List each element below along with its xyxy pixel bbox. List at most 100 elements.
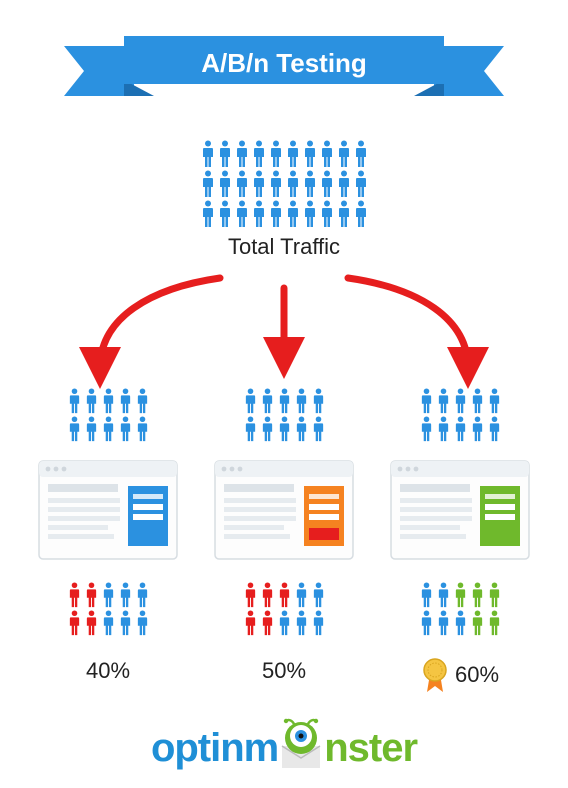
person-icon <box>454 582 467 608</box>
variant-result-people <box>420 582 501 636</box>
arrows-svg <box>30 268 538 398</box>
variant-B: 50% <box>206 388 362 692</box>
people-row <box>68 610 149 636</box>
person-icon <box>244 582 257 608</box>
person-icon <box>312 416 325 442</box>
person-icon <box>244 610 257 636</box>
people-row <box>244 582 325 608</box>
person-icon <box>354 200 368 228</box>
logo-left-text: optinm <box>151 726 278 771</box>
person-icon <box>68 582 81 608</box>
person-icon <box>354 170 368 198</box>
people-row <box>68 416 149 442</box>
person-icon <box>488 416 501 442</box>
person-icon <box>312 582 325 608</box>
total-traffic-label: Total Traffic <box>228 234 340 260</box>
variant-result-people <box>244 582 325 636</box>
person-icon <box>119 582 132 608</box>
person-icon <box>437 582 450 608</box>
split-arrows <box>30 268 538 388</box>
person-icon <box>320 170 334 198</box>
person-icon <box>437 416 450 442</box>
person-icon <box>136 416 149 442</box>
people-row <box>201 170 368 198</box>
person-icon <box>235 140 249 168</box>
person-icon <box>437 610 450 636</box>
person-icon <box>201 200 215 228</box>
person-icon <box>102 582 115 608</box>
person-icon <box>119 416 132 442</box>
people-row <box>244 610 325 636</box>
person-icon <box>420 582 433 608</box>
browser-mockup <box>38 460 178 560</box>
person-icon <box>68 416 81 442</box>
person-icon <box>471 610 484 636</box>
person-icon <box>85 610 98 636</box>
person-icon <box>201 140 215 168</box>
variant-result-people <box>68 582 149 636</box>
person-icon <box>286 140 300 168</box>
total-traffic-people <box>201 140 368 228</box>
people-row <box>244 416 325 442</box>
person-icon <box>235 170 249 198</box>
variant-result-row: 60% <box>421 658 499 692</box>
person-icon <box>454 416 467 442</box>
person-icon <box>269 170 283 198</box>
variant-percent: 60% <box>455 662 499 688</box>
person-icon <box>201 170 215 198</box>
variant-percent: 40% <box>86 658 130 684</box>
browser-mockup <box>214 460 354 560</box>
people-row <box>201 140 368 168</box>
person-icon <box>295 416 308 442</box>
person-icon <box>354 140 368 168</box>
person-icon <box>261 582 274 608</box>
person-icon <box>303 140 317 168</box>
variant-result-row: 40% <box>86 658 130 684</box>
person-icon <box>278 610 291 636</box>
person-icon <box>471 416 484 442</box>
variant-result-row: 50% <box>262 658 306 684</box>
person-icon <box>312 610 325 636</box>
person-icon <box>261 416 274 442</box>
logo-right-text: nster <box>324 726 417 771</box>
person-icon <box>269 200 283 228</box>
person-icon <box>85 416 98 442</box>
person-icon <box>235 200 249 228</box>
infographic-container: A/B/n Testing <box>0 0 568 788</box>
title-text: A/B/n Testing <box>64 48 504 79</box>
logo-monster-icon <box>278 718 324 778</box>
people-row <box>420 416 501 442</box>
person-icon <box>252 170 266 198</box>
person-icon <box>136 582 149 608</box>
person-icon <box>85 582 98 608</box>
person-icon <box>119 610 132 636</box>
variant-C: 60% <box>382 388 538 692</box>
variant-percent: 50% <box>262 658 306 684</box>
person-icon <box>420 610 433 636</box>
person-icon <box>295 582 308 608</box>
person-icon <box>454 610 467 636</box>
optinmonster-logo: optinm nster <box>151 718 417 778</box>
person-icon <box>252 200 266 228</box>
title-ribbon: A/B/n Testing <box>64 30 504 110</box>
person-icon <box>278 582 291 608</box>
person-icon <box>303 200 317 228</box>
person-icon <box>218 200 232 228</box>
people-row <box>420 582 501 608</box>
person-icon <box>320 140 334 168</box>
person-icon <box>261 610 274 636</box>
person-icon <box>471 582 484 608</box>
person-icon <box>102 610 115 636</box>
person-icon <box>488 582 501 608</box>
person-icon <box>337 140 351 168</box>
person-icon <box>102 416 115 442</box>
person-icon <box>295 610 308 636</box>
person-icon <box>286 200 300 228</box>
person-icon <box>337 200 351 228</box>
people-row <box>420 610 501 636</box>
person-icon <box>68 610 81 636</box>
people-row <box>201 200 368 228</box>
person-icon <box>252 140 266 168</box>
variant-A: 40% <box>30 388 186 692</box>
person-icon <box>320 200 334 228</box>
